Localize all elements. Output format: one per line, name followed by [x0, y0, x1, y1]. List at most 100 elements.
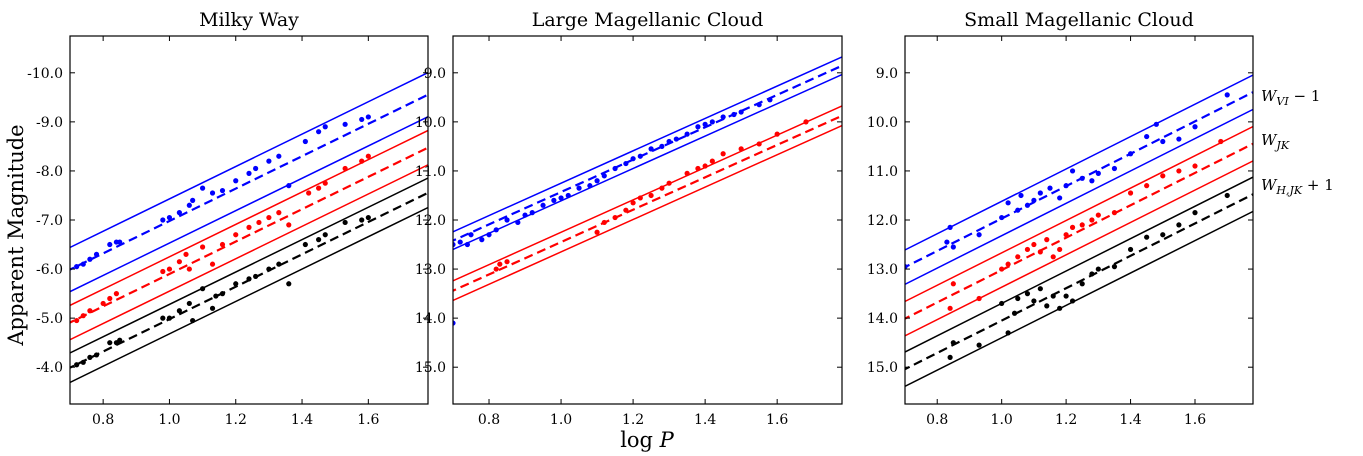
y-tick-label: -9.0 [36, 115, 63, 131]
data-point [93, 251, 100, 257]
data-point [905, 264, 908, 270]
data-point [1079, 222, 1085, 228]
data-point [160, 268, 166, 275]
data-point [601, 219, 607, 226]
data-point [720, 151, 726, 157]
data-point [756, 141, 762, 147]
data-point [1079, 281, 1085, 287]
data-point [1044, 303, 1050, 309]
data-point [594, 178, 600, 184]
lower-bound-line [905, 160, 1253, 337]
data-point [233, 281, 239, 287]
y-tick-label: -5.0 [36, 311, 63, 327]
y-tick-label: -10.0 [27, 66, 63, 82]
lower-bound-line [70, 164, 428, 341]
series-blue [453, 56, 842, 326]
panel-title: Milky Way [199, 9, 299, 31]
data-point [457, 239, 463, 245]
data-point [166, 266, 173, 272]
data-point [190, 197, 196, 203]
x-tick-label: 1.6 [357, 412, 379, 428]
x-tick-label: 1.2 [1055, 412, 1077, 428]
data-point [1037, 286, 1043, 292]
data-point [453, 320, 456, 326]
x-tick-label: 1.0 [158, 412, 180, 428]
lower-bound-line [70, 206, 428, 384]
data-point [1127, 246, 1134, 253]
data-point [1144, 234, 1150, 240]
data-point [213, 293, 219, 299]
data-point [1176, 168, 1182, 174]
y-tick-label: 9.0 [876, 66, 898, 82]
data-point [1111, 165, 1118, 172]
data-point [1063, 232, 1069, 238]
data-point [253, 273, 259, 280]
data-point [1044, 237, 1050, 243]
data-point [1176, 222, 1182, 228]
data-point [999, 300, 1005, 307]
x-tick-label: 1.2 [622, 412, 644, 428]
data-point [453, 241, 456, 248]
data-point [1037, 249, 1043, 255]
data-point [637, 153, 643, 159]
data-point [1095, 212, 1101, 218]
data-point [199, 286, 206, 292]
data-point [365, 153, 371, 159]
fit-line [905, 142, 1253, 320]
data-point [1069, 224, 1076, 230]
series-label-base: W [1261, 131, 1278, 149]
data-point [976, 342, 982, 348]
data-point [186, 266, 192, 272]
panel-title: Large Magellanic Cloud [532, 9, 764, 31]
data-point [1192, 210, 1198, 216]
data-point [623, 160, 629, 167]
data-point [468, 232, 474, 238]
data-point [976, 295, 982, 302]
data-point [286, 183, 292, 189]
data-point [1127, 151, 1134, 157]
data-point [209, 190, 216, 196]
data-point [322, 124, 328, 130]
series-red [70, 129, 428, 341]
data-point [87, 308, 93, 314]
data-point [1127, 190, 1134, 196]
data-point [199, 185, 206, 191]
data-point [738, 109, 744, 115]
data-point [166, 214, 173, 221]
data-point [186, 202, 192, 208]
data-point [1018, 192, 1024, 199]
data-point [1037, 190, 1043, 196]
data-point [479, 237, 485, 243]
data-point [1015, 254, 1021, 260]
data-point [80, 359, 86, 365]
lower-bound-line [905, 210, 1253, 388]
data-point [190, 317, 196, 324]
series-label-sub: VI [1276, 95, 1289, 108]
data-point [286, 281, 292, 287]
data-point [1160, 232, 1166, 238]
data-point [1089, 178, 1095, 184]
data-point [720, 114, 726, 120]
data-point [219, 291, 226, 297]
data-point [1153, 121, 1159, 127]
data-point [565, 192, 571, 199]
lower-bound-line [453, 124, 842, 302]
data-point [117, 337, 123, 343]
data-point [1160, 173, 1166, 179]
upper-bound-line [905, 74, 1253, 251]
y-tick-label: -6.0 [36, 262, 63, 278]
data-point [100, 300, 106, 307]
data-point [186, 300, 192, 307]
y-tick-label: 10.0 [415, 115, 446, 131]
data-point [464, 241, 471, 248]
series-red [905, 125, 1253, 337]
data-point [666, 138, 672, 145]
data-point [630, 156, 636, 162]
series-label-suffix: − 1 [1289, 87, 1321, 105]
x-tick-label: 0.8 [478, 412, 500, 428]
y-tick-label: -7.0 [36, 213, 63, 229]
data-point [176, 308, 182, 314]
data-point [576, 185, 582, 191]
data-point [803, 119, 809, 125]
y-tick-label: 12.0 [867, 213, 898, 229]
